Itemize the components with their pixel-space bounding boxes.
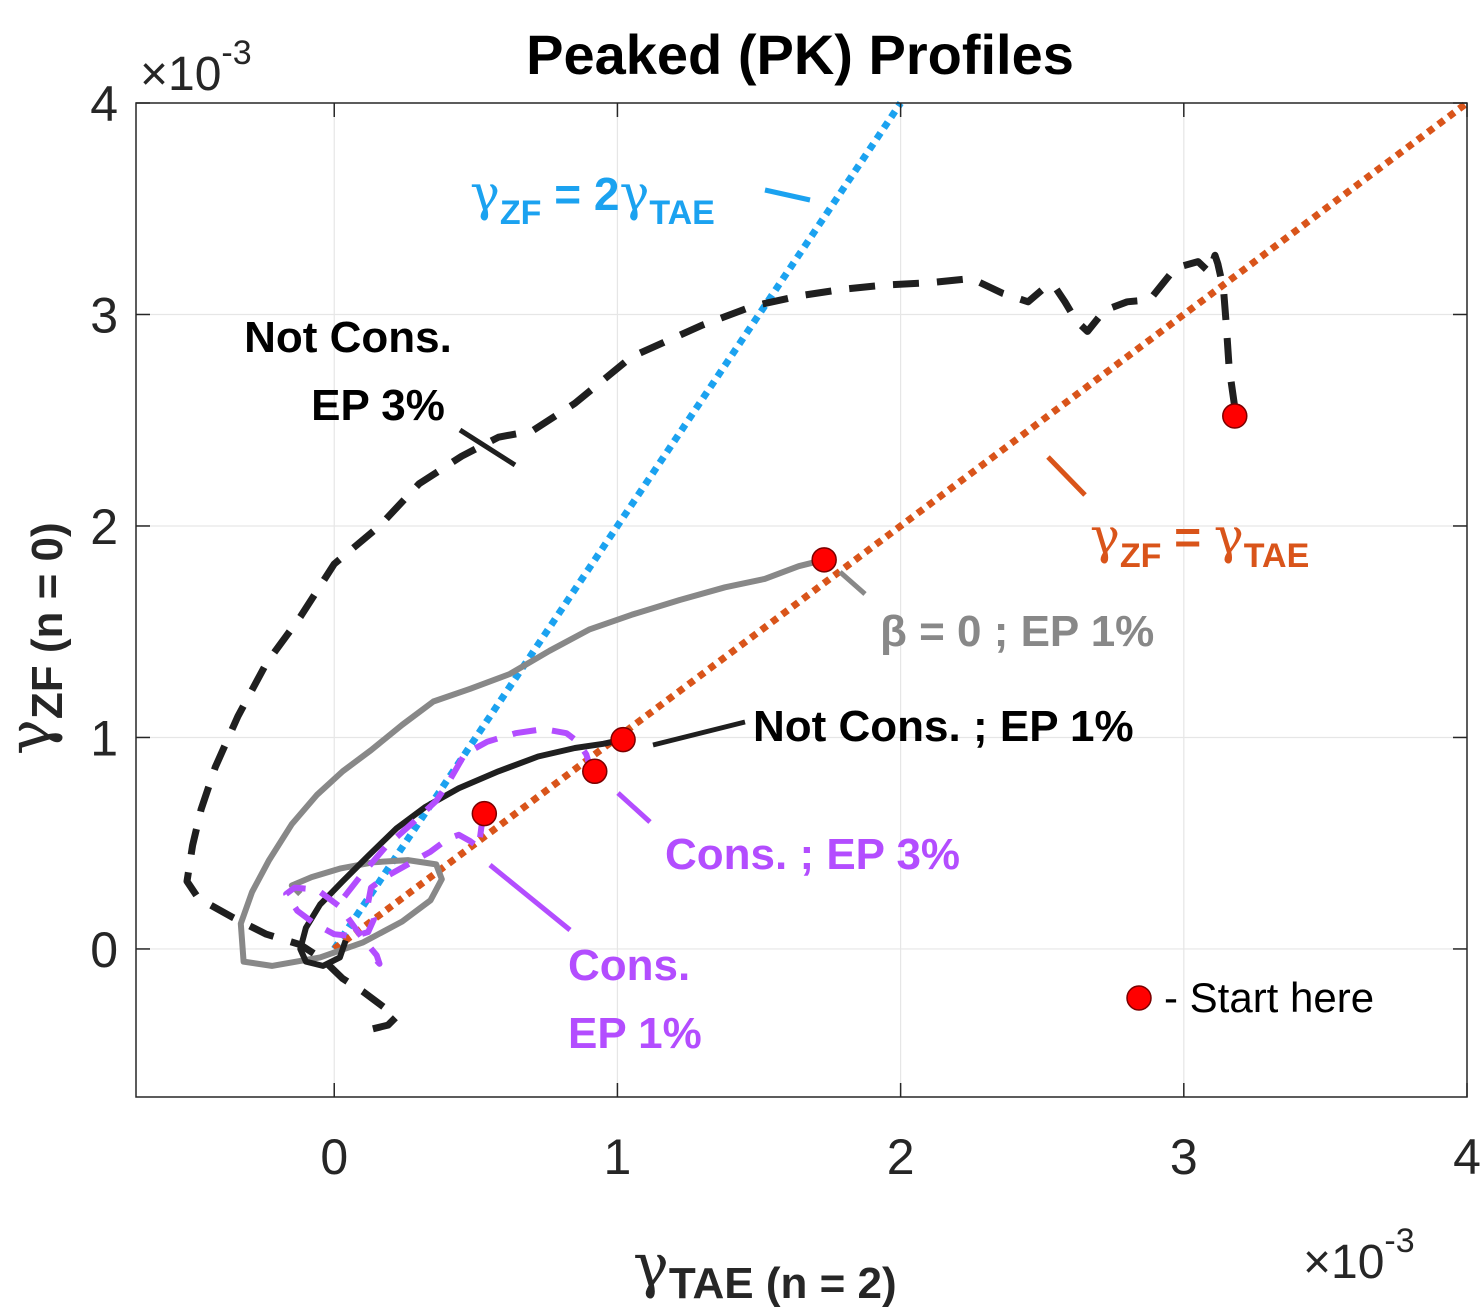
y-tick-label: 4 [90, 76, 118, 132]
series-beta0-ep1 [237, 556, 825, 969]
annotation-cons-ep1-line2: EP 1% [568, 1009, 702, 1058]
grid [136, 103, 1467, 1097]
start-marker [610, 726, 636, 753]
annotation-beta0-ep1: β = 0 ; EP 1% [880, 607, 1154, 656]
start-markers [471, 403, 1248, 827]
orange-ref-label: γZF = γTAE [1090, 507, 1309, 575]
start-marker [811, 547, 837, 573]
orange-reference-line [332, 100, 1470, 952]
leader-cons-ep3 [616, 791, 652, 824]
start-marker [1222, 403, 1248, 429]
x-tick-label: 1 [604, 1129, 632, 1185]
legend-marker [1126, 985, 1152, 1011]
plot-frame [135, 102, 1468, 1098]
chart-title: Peaked (PK) Profiles [526, 23, 1074, 86]
leader-not-cons-ep3 [458, 427, 517, 468]
legend: - Start here [1126, 974, 1374, 1021]
start-marker [471, 800, 498, 827]
start-marker [582, 758, 608, 785]
x-tick-label: 0 [320, 1129, 348, 1185]
x-axis-label: γTAE (n = 2) [633, 1231, 897, 1308]
series-group [183, 251, 1239, 1033]
x-tick-label: 3 [1170, 1129, 1198, 1185]
blue-ref-label: γZF = 2γTAE [470, 164, 715, 232]
y-axis-multiplier: ×10-3 [140, 34, 252, 101]
x-tick-label: 2 [887, 1129, 915, 1185]
leader-lines [458, 187, 1087, 932]
legend-label: - Start here [1164, 974, 1374, 1021]
series-not-cons-ep3 [183, 251, 1239, 1033]
axis-ticks: 0 1 2 3 4 0 1 2 3 4 [90, 76, 1481, 1185]
leader-blue-ref [764, 187, 811, 203]
y-axis-label: γZF (n = 0) [0, 522, 72, 755]
series-cons-ep1 [283, 814, 488, 967]
x-axis-multiplier: ×10-3 [1303, 1222, 1415, 1289]
y-tick-label: 0 [90, 922, 118, 978]
annotation-cons-ep1-line1: Cons. [568, 941, 690, 990]
leader-orange-ref [1046, 455, 1087, 497]
leader-beta0-ep1 [838, 570, 867, 596]
leader-not-cons-ep1 [652, 719, 746, 748]
x-tick-label: 4 [1453, 1129, 1481, 1185]
y-tick-label: 2 [90, 499, 118, 555]
y-tick-label: 3 [90, 287, 118, 343]
annotation-cons-ep3: Cons. ; EP 3% [665, 830, 960, 879]
annotation-not-cons-ep1: Not Cons. ; EP 1% [753, 702, 1134, 751]
annotation-not-cons-ep3-line2: EP 3% [311, 381, 445, 430]
leader-cons-ep1 [488, 863, 572, 932]
y-tick-label: 1 [90, 710, 118, 766]
series-not-cons-ep1 [297, 736, 624, 969]
annotation-not-cons-ep3-line1: Not Cons. [244, 313, 452, 362]
